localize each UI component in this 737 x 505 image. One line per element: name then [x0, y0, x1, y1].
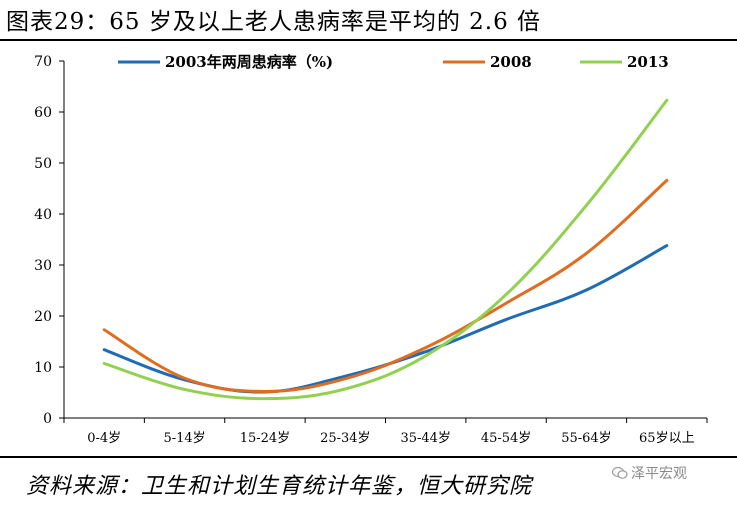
watermark: 泽平宏观	[612, 463, 687, 483]
chart-axes: 0 10 20 30 40 50 60 70 0-4岁 5-14岁 15-24岁 25-34岁 35-4…	[34, 54, 708, 446]
y-tick-label: 60	[34, 105, 52, 121]
x-tick-label: 45-54岁	[481, 431, 531, 446]
series-line-3	[102, 98, 669, 401]
watermark-text: 泽平宏观	[631, 466, 687, 482]
series-line-2	[102, 178, 669, 393]
y-tick-label: 0	[43, 411, 52, 427]
legend-label-1: 2003年两周患病率（%)	[165, 53, 333, 71]
source-note: 资料来源：卫生和计划生育统计年鉴，恒大研究院	[26, 474, 533, 499]
x-tick-label: 35-44岁	[400, 431, 450, 446]
series-line-1	[102, 244, 669, 394]
y-tick-label: 70	[34, 54, 52, 70]
legend-label-2: 2008	[490, 53, 532, 71]
legend-label-3: 2013	[627, 53, 669, 71]
source-rule	[0, 456, 737, 458]
x-tick-label: 0-4岁	[87, 431, 121, 446]
x-tick-label: 65岁以上	[639, 431, 695, 446]
y-tick-label: 50	[34, 156, 52, 172]
wechat-icon	[612, 466, 628, 479]
chart-series	[102, 98, 669, 401]
x-tick-label: 5-14岁	[163, 431, 205, 446]
y-tick-label: 20	[34, 309, 52, 325]
y-tick-label: 30	[34, 258, 52, 274]
y-tick-label: 40	[34, 207, 52, 223]
x-tick-label: 25-34岁	[320, 431, 370, 446]
x-tick-label: 15-24岁	[240, 431, 290, 446]
chart-legend: 2003年两周患病率（%) 2008 2013	[118, 53, 669, 71]
x-tick-label: 55-64岁	[561, 431, 611, 446]
y-tick-label: 10	[34, 360, 52, 376]
title-rule	[0, 39, 737, 41]
chart-title: 图表29：65 岁及以上老人患病率是平均的 2.6 倍	[6, 9, 542, 35]
